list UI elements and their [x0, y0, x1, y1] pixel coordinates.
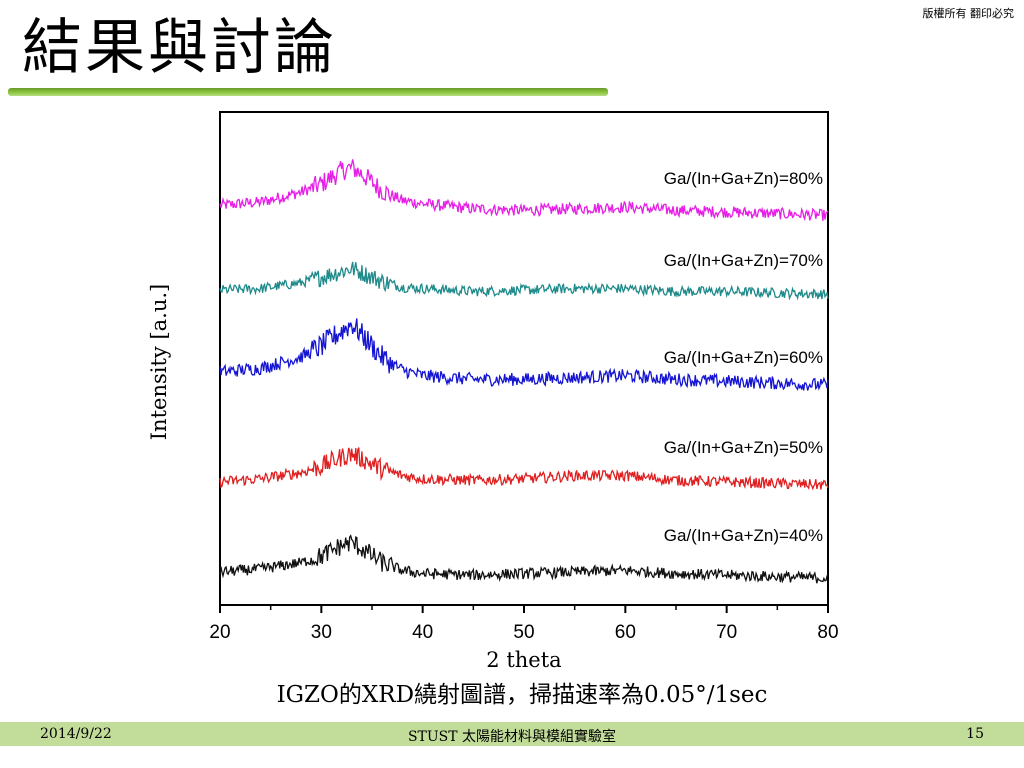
footer-lab-name: STUST 太陽能材料與模組實驗室: [407, 729, 617, 745]
x-tick-label: 40: [412, 622, 433, 643]
series-line: [219, 261, 829, 301]
series-label: Ga/(In+Ga+Zn)=50%: [664, 438, 823, 457]
footer-page-number: 15: [966, 726, 984, 742]
series-label: Ga/(In+Ga+Zn)=70%: [664, 251, 823, 270]
copyright-notice: 版權所有 翻印必究: [922, 7, 1015, 20]
series-label: Ga/(In+Ga+Zn)=60%: [664, 348, 823, 367]
y-axis-label: Intensity [a.u.]: [147, 284, 171, 440]
series-group: [219, 159, 829, 584]
x-tick-label: 70: [716, 622, 737, 643]
figure-caption: IGZO的XRD繞射圖譜，掃描速率為0.05°/1sec: [276, 682, 768, 708]
series-line: [219, 447, 829, 491]
x-tick-label: 80: [817, 622, 838, 643]
x-axis-label: 2 theta: [486, 648, 561, 672]
x-tick-label: 30: [311, 622, 332, 643]
title-underline: [8, 88, 608, 96]
x-tick-label: 60: [615, 622, 636, 643]
footer-bar: 2014/9/22 STUST 太陽能材料與模組實驗室 15: [0, 722, 1024, 746]
series-labels: Ga/(In+Ga+Zn)=80% Ga/(In+Ga+Zn)=70% Ga/(In…: [664, 169, 823, 545]
series-label: Ga/(In+Ga+Zn)=40%: [664, 526, 823, 545]
x-tick-label: 50: [513, 622, 534, 643]
xrd-chart: 20 30 40 50 60 70 80 Ga/(In+Ga+Zn)=80%Ga/(In+G…: [147, 111, 839, 672]
series-line: [219, 159, 829, 222]
series-label: Ga/(In+Ga+Zn)=80%: [664, 169, 823, 188]
series-line: [219, 318, 829, 391]
x-tick-label: 20: [209, 622, 230, 643]
x-axis-ticks: 20 30 40 50 60 70 80: [209, 605, 839, 643]
series-line: [219, 534, 829, 584]
slide-title: 結果與討論: [22, 13, 337, 83]
footer-date: 2014/9/22: [40, 726, 112, 742]
